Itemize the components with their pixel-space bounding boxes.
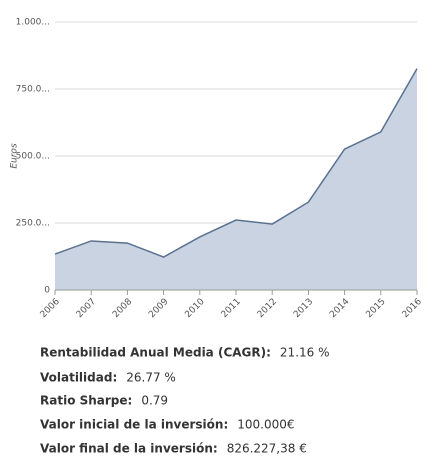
x-tick-label: 2011 <box>220 297 243 320</box>
stat-label: Rentabilidad Anual Media (CAGR): <box>40 346 271 360</box>
y-tick-label: 1.000... <box>16 18 50 28</box>
stat-label: Volatilidad: <box>40 371 117 385</box>
stat-value: 21.16 % <box>280 346 330 360</box>
x-tick-label: 2007 <box>75 297 98 320</box>
x-tick-label: 2016 <box>401 297 424 320</box>
stat-label: Ratio Sharpe: <box>40 394 132 408</box>
x-tick-label: 2013 <box>292 297 315 320</box>
x-tick-label: 2006 <box>39 297 62 320</box>
stat-value: 826.227,38 € <box>227 442 307 456</box>
stat-value: 26.77 % <box>126 371 176 385</box>
x-tick-label: 2008 <box>111 297 134 320</box>
y-tick-label: 250.0... <box>16 219 50 229</box>
stat-label: Valor final de la inversión: <box>40 442 218 456</box>
line <box>54 68 418 258</box>
stat-value: 100.000€ <box>237 418 294 432</box>
area <box>55 68 417 290</box>
x-tick-label: 2009 <box>147 297 170 320</box>
x-tick-label: 2015 <box>364 297 387 320</box>
x-tick-label: 2012 <box>256 297 279 320</box>
y-tick-label: 500.0... <box>16 152 50 162</box>
stat-value: 0.79 <box>141 394 168 408</box>
y-tick-label: 750.0... <box>16 85 50 95</box>
x-tick-label: 2014 <box>328 297 351 320</box>
y-axis-label: Euros <box>10 143 20 169</box>
x-tick-label: 2010 <box>183 297 206 320</box>
y-tick-label: 0 <box>44 286 50 296</box>
stat-label: Valor inicial de la inversión: <box>40 418 228 432</box>
